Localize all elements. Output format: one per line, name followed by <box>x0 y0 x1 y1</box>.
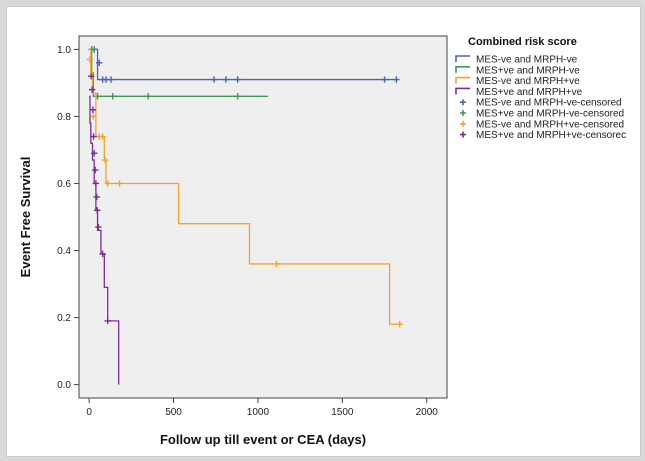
legend-censor-swatch <box>460 110 466 116</box>
legend-censor-label: MES+ve and MRPH-ve-censored <box>476 109 624 120</box>
legend-censor-swatch <box>460 120 466 127</box>
x-axis-title: Follow up till event or CEA (days) <box>160 432 366 447</box>
legend-censor-label: MES-ve and MRPH+ve-censored <box>476 119 624 130</box>
x-tick-label: 500 <box>165 407 182 418</box>
censor-mark <box>93 193 100 201</box>
x-tick-label: 2000 <box>416 407 439 418</box>
censor-mark <box>101 156 109 164</box>
legend-line-label: MES-ve and MRPH+ve <box>476 76 580 87</box>
legend-censor-label: MES-ve and MRPH-ve-censored <box>476 98 622 109</box>
x-tick-label: 1000 <box>247 407 270 418</box>
legend-line-swatch <box>455 66 470 73</box>
x-tick-label: 0 <box>86 407 92 418</box>
censor-mark <box>90 113 97 120</box>
legend-title: Combined risk score <box>468 36 577 48</box>
legend-line-swatch <box>455 87 470 95</box>
censor-mark <box>96 59 103 67</box>
censor-mark <box>210 76 218 83</box>
y-tick-label: 0.2 <box>57 313 71 324</box>
censor-mark <box>86 56 94 63</box>
y-tick-label: 0.0 <box>57 380 71 391</box>
kaplan-meier-chart: 0.0 0.2 0.4 0.6 0.8 1.0 0 500 1000 1500 2000 Follo… <box>18 35 626 447</box>
censor-mark <box>104 317 111 325</box>
legend-censor-swatch <box>460 99 466 106</box>
legend-line-label: MES+ve and MRPH-ve <box>476 65 580 76</box>
x-tick-label: 1500 <box>331 407 354 418</box>
censor-mark <box>234 93 241 100</box>
censor-mark <box>95 223 102 231</box>
censor-mark <box>381 76 388 83</box>
censor-mark <box>222 76 230 83</box>
legend-censor-label: MES+ve and MRPH+ve-censorec <box>476 130 626 141</box>
y-tick-label: 1.0 <box>57 45 71 56</box>
y-tick-label: 0.6 <box>57 179 71 190</box>
figure-panel: 0.0 0.2 0.4 0.6 0.8 1.0 0 500 1000 1500 2000 Follo… <box>6 6 641 457</box>
censor-mark <box>393 76 400 83</box>
censor-mark <box>87 73 95 80</box>
censor-mark <box>396 321 403 328</box>
censor-mark <box>104 180 111 187</box>
legend-censor-swatch <box>460 131 466 138</box>
legend: Combined risk score MES-ve and MRPH-veME… <box>455 36 626 141</box>
censor-mark <box>109 93 116 100</box>
y-tick-label: 0.8 <box>57 112 71 123</box>
censor-mark <box>273 260 280 268</box>
y-tick-label: 0.4 <box>57 246 71 257</box>
censor-mark <box>94 207 101 214</box>
censor-mark <box>88 86 96 93</box>
censor-mark <box>99 250 106 258</box>
censor-mark <box>99 133 106 140</box>
legend-line-label: MES-ve and MRPH-ve <box>476 55 578 66</box>
censor-mark <box>234 76 241 83</box>
censor-mark <box>89 106 97 113</box>
y-axis-title: Event Free Survival <box>18 157 33 278</box>
axes: 0.0 0.2 0.4 0.6 0.8 1.0 0 500 1000 1500 2000 <box>57 45 438 418</box>
censor-mark <box>107 76 115 83</box>
legend-line-swatch <box>455 76 470 84</box>
plot-area <box>78 35 448 399</box>
censor-mark <box>116 180 123 187</box>
censor-mark <box>90 150 98 157</box>
censor-mark <box>92 180 100 187</box>
censor-mark <box>145 93 152 100</box>
censor-mark <box>90 46 98 53</box>
censor-mark <box>90 133 97 140</box>
legend-line-swatch <box>455 55 470 62</box>
legend-line-label: MES+ve and MRPH+ve <box>476 87 583 98</box>
censor-mark <box>92 166 99 174</box>
survival-curves <box>86 46 403 385</box>
